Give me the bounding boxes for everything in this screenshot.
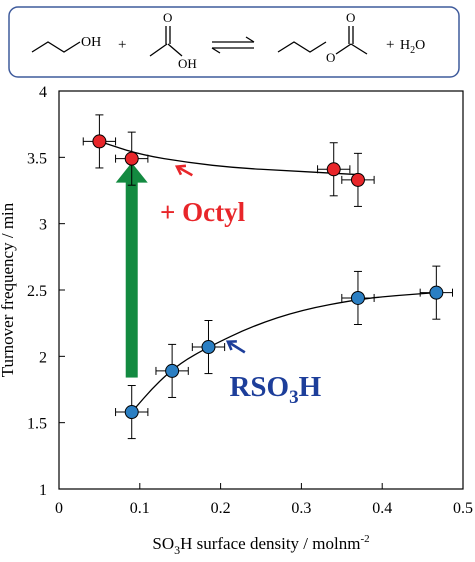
marker [350,290,365,305]
rso3h-data-point [341,270,375,325]
plus-sign-2: + [386,37,394,53]
chart-arrows [115,162,246,378]
x-tick-label: 0.5 [453,500,473,517]
propanol-oh: OH [81,35,101,50]
x-tick-label: 0.4 [372,500,392,517]
x-tick-label: 0.2 [211,500,231,517]
chart-axes: 0 0.1 0.2 0.3 0.4 0.5 1 1.5 2 2.5 3 3.5 4 SO3H surfac… [0,84,473,557]
marker [124,151,139,166]
octyl-label: + Octyl [160,197,246,227]
y-tick-label: 3 [39,217,47,234]
pointer-arrow-head [225,340,237,351]
octyl-data-point [82,114,117,169]
y-tick-label: 2 [39,349,47,366]
fit-curve-octyl [99,140,358,176]
ester-oxygen: O [326,50,335,65]
acid-hydroxyl: OH [178,56,197,71]
rso3h-data-point [155,343,189,398]
plus-sign-1: + [118,37,126,53]
x-tick-label: 0.3 [291,500,311,517]
octyl-data-point [115,131,149,186]
marker [92,134,107,149]
y-tick-label: 1 [39,482,47,499]
data-points [82,114,453,440]
y-axis-label: Turnover frequency / min [0,202,17,377]
x-tick-label: 0.1 [130,500,150,517]
chart: 0 0.1 0.2 0.3 0.4 0.5 1 1.5 2 2.5 3 3.5 4 SO3H surfac… [0,84,473,557]
marker [165,363,180,378]
plot-frame [58,90,464,490]
ester-carbonyl [335,26,368,55]
y-tick-label: 2.5 [27,283,47,300]
marker [124,405,139,420]
marker [429,285,444,300]
ester-carbonyl-o: O [346,10,355,25]
rso3h-data-point [419,265,453,320]
y-tick-label: 3.5 [27,150,47,167]
rso3h-data-point [115,385,149,440]
x-tick-label: 0 [55,500,63,517]
octyl-pointer-arrow [176,165,193,177]
propanol-structure [31,41,81,53]
rso3h-data-point [191,320,226,375]
acid-carbonyl-o: O [163,10,172,25]
water-formula: H2O [400,38,425,56]
marker [350,172,365,187]
octyl-data-point [317,142,351,197]
chart-labels: + Octyl RSO3H [160,197,322,408]
propyl-acetate-structure [277,41,327,53]
reaction-scheme: OH + O OH O O + H2O [8,6,460,78]
y-tick-label: 1.5 [27,416,47,433]
green-arrow-shaft [125,180,138,378]
rso3h-pointer-arrow [227,340,246,354]
y-tick-label: 4 [39,84,47,101]
acetic-acid-structure [149,26,183,57]
x-axis-label: SO3H surface density / molnm-2 [152,533,369,557]
rso3h-label: RSO3H [229,371,321,408]
pointer-arrow-head [174,164,187,176]
marker [326,162,341,177]
marker [201,340,216,355]
equilibrium-arrow [211,36,255,54]
octyl-data-point [341,152,375,207]
